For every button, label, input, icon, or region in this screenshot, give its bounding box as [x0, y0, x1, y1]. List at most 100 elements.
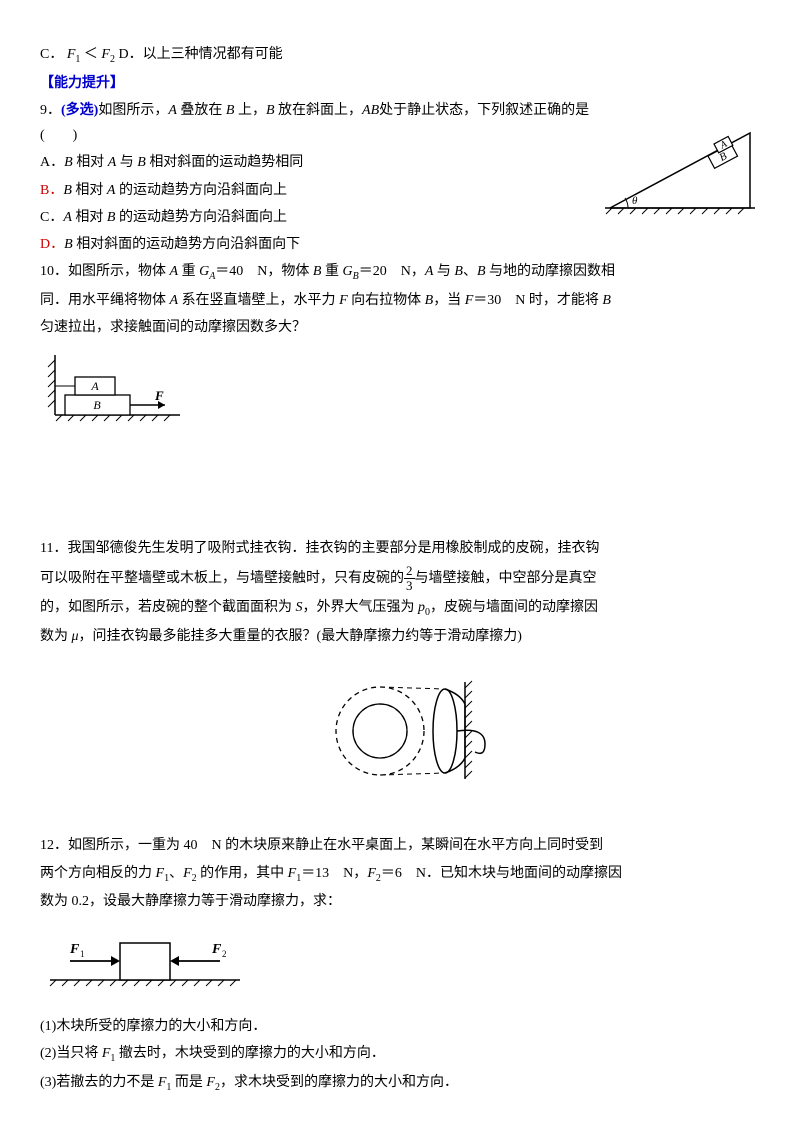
q12F1: F — [156, 866, 165, 881]
d1: 相对斜面的运动趋势方向沿斜面向下 — [73, 237, 301, 252]
q12-p1: (1)木块所受的摩擦力的大小和方向． — [40, 1014, 760, 1039]
q10e: 、 — [463, 264, 477, 279]
q10d: 与 — [433, 264, 454, 279]
q10e2: ＝20 N， — [359, 264, 425, 279]
q11l4b: ，问挂衣钩最多能挂多大重量的衣服？(最大静摩擦力约等于滑动摩擦力) — [79, 629, 522, 644]
svg-text:F: F — [154, 388, 164, 403]
q10-figure: B A F — [40, 350, 760, 434]
frac-num: 2 — [404, 564, 415, 579]
c2: 的运动趋势方向沿斜面向上 — [115, 210, 287, 225]
q9-A: A — [168, 103, 177, 118]
c1: 相对 — [72, 210, 107, 225]
q11l4a: 数为 — [40, 629, 72, 644]
frac-den: 3 — [404, 579, 415, 593]
q11-figure — [40, 674, 760, 798]
section-header: 【能力提升】 — [40, 71, 760, 96]
q12-p3: (3)若撤去的力不是 F1 而是 F2，求木块受到的摩擦力的大小和方向． — [40, 1070, 760, 1097]
q12p3b: 而是 — [171, 1075, 206, 1090]
q9-num: 9． — [40, 103, 61, 118]
q12l2c: 的作用，其中 — [197, 866, 288, 881]
q11l2a: 可以吸附在平整墙壁或木板上，与墙壁接触时，只有皮碗的 — [40, 571, 404, 586]
q9-t1: 如图所示， — [98, 103, 168, 118]
q12F2b: F — [367, 866, 376, 881]
q12-line2: 两个方向相反的力 F1、F2 的作用，其中 F1＝13 N，F2＝6 N．已知木… — [40, 861, 760, 888]
q11l3b: ，外界大气压强为 — [303, 600, 419, 615]
q10b: 重 — [178, 264, 199, 279]
a2: 与 — [116, 155, 137, 170]
bP: B． — [40, 183, 63, 198]
q9-AB: AB — [362, 103, 379, 118]
aP: A． — [40, 155, 64, 170]
q12-figure: F 1 F 2 — [40, 925, 760, 1004]
q10B5: B — [602, 293, 611, 308]
q10GA: G — [199, 264, 209, 279]
q10A: A — [170, 264, 179, 279]
q10F2: F — [465, 293, 474, 308]
f2: F — [101, 47, 110, 62]
q10c: 重 — [321, 264, 342, 279]
q12p2a: (2)当只将 — [40, 1046, 102, 1061]
q12e2: ＝6 N．已知木块与地面间的动摩擦因 — [381, 866, 622, 881]
q9-multi: (多选) — [61, 103, 98, 118]
q11l2b: 与墙壁接触，中空部分是真空 — [415, 571, 597, 586]
q10B3: B — [477, 264, 486, 279]
q10-line3: 匀速拉出，求接触面间的动摩擦因数多大？ — [40, 315, 760, 340]
q12F1b: F — [288, 866, 297, 881]
q9-incline-figure: B A θ — [600, 108, 760, 227]
q12e1: ＝13 N， — [301, 866, 367, 881]
aB2: B — [137, 155, 146, 170]
q10F: F — [339, 293, 348, 308]
f2-sub: 2 — [110, 54, 115, 65]
q9-t3: 上， — [234, 103, 266, 118]
q9-B2: B — [266, 103, 275, 118]
q12F2: F — [183, 866, 192, 881]
q12l2b: 、 — [169, 866, 183, 881]
opt-c-label: C． — [40, 47, 63, 62]
q11p0: p — [418, 600, 425, 615]
aB: B — [64, 155, 73, 170]
opt-d: D．以上三种情况都有可能 — [118, 47, 282, 62]
q11-line4: 数为 μ，问挂衣钩最多能挂多大重量的衣服？(最大静摩擦力约等于滑动摩擦力) — [40, 624, 760, 649]
b1: 相对 — [72, 183, 107, 198]
q11mu: μ — [72, 629, 79, 644]
q9-t3b: 放在斜面上， — [275, 103, 363, 118]
f1-sub: 1 — [75, 54, 80, 65]
a3: 相对斜面的运动趋势相同 — [146, 155, 304, 170]
q10a: 10．如图所示，物体 — [40, 264, 170, 279]
svg-text:F: F — [69, 942, 80, 957]
q10f: 与地的动摩擦因数相 — [486, 264, 616, 279]
q10-line2: 同．用水平绳将物体 A 系在竖直墙壁上，水平力 F 向右拉物体 B，当 F＝30… — [40, 288, 760, 313]
q12p3c: ，求木块受到的摩擦力的大小和方向． — [220, 1075, 458, 1090]
bB: B — [63, 183, 72, 198]
q10B4: B — [425, 293, 434, 308]
q10l2d: ，当 — [433, 293, 465, 308]
dP: D． — [40, 237, 64, 252]
q11l3c: ，皮碗与墙面间的动摩擦因 — [430, 600, 598, 615]
q11S: S — [296, 600, 303, 615]
fraction-2-3: 23 — [404, 564, 415, 594]
q12p3F2: F — [206, 1075, 215, 1090]
q11-line2: 可以吸附在平整墙壁或木板上，与墙壁接触时，只有皮碗的23与墙壁接触，中空部分是真… — [40, 564, 760, 594]
svg-text:θ: θ — [632, 195, 638, 207]
svg-text:B: B — [93, 398, 101, 412]
q10e3: ＝30 N 时，才能将 — [473, 293, 602, 308]
svg-text:1: 1 — [80, 949, 85, 959]
svg-text:2: 2 — [222, 949, 227, 959]
q12-line3: 数为 0.2，设最大静摩擦力等于滑动摩擦力，求： — [40, 889, 760, 914]
dB: B — [64, 237, 73, 252]
q10B2: B — [454, 264, 463, 279]
q10l2b: 系在竖直墙壁上，水平力 — [178, 293, 339, 308]
q12p3a: (3)若撤去的力不是 — [40, 1075, 158, 1090]
q12l2a: 两个方向相反的力 — [40, 866, 156, 881]
q9-opt-d: D．B 相对斜面的运动趋势方向沿斜面向下 — [40, 232, 760, 257]
svg-text:F: F — [211, 942, 222, 957]
q10GB: G — [342, 264, 352, 279]
q10A3: A — [170, 293, 179, 308]
q8-option-c: C． F1 ＜ F2 D．以上三种情况都有可能 — [40, 42, 760, 69]
q11-line1: 11．我国邹德俊先生发明了吸附式挂衣钩．挂衣钩的主要部分是用橡胶制成的皮碗，挂衣… — [40, 536, 760, 561]
svg-text:A: A — [90, 379, 99, 393]
q10l2a: 同．用水平绳将物体 — [40, 293, 170, 308]
q12-p2: (2)当只将 F1 撤去时，木块受到的摩擦力的大小和方向． — [40, 1041, 760, 1068]
q9-t2: 叠放在 — [177, 103, 226, 118]
q12-line1: 12．如图所示，一重为 40 N 的木块原来静止在水平桌面上，某瞬间在水平方向上… — [40, 833, 760, 858]
